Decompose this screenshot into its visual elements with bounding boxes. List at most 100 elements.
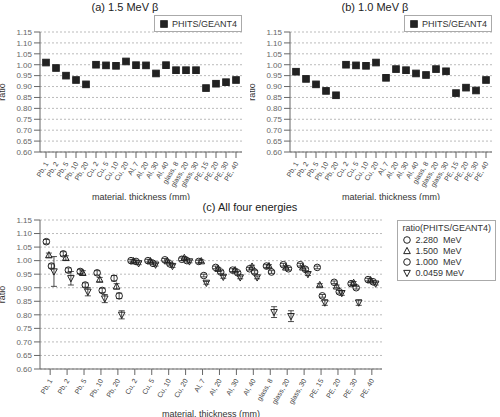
- svg-text:glass, 8: glass, 8: [161, 160, 180, 185]
- svg-text:0.70: 0.70: [16, 126, 32, 135]
- svg-text:1.00: 1.00: [16, 61, 32, 70]
- svg-text:1.10: 1.10: [266, 39, 282, 48]
- svg-text:0.60: 0.60: [266, 148, 282, 157]
- svg-text:Cu, 2: Cu, 2: [124, 377, 138, 395]
- svg-text:Pb, 2: Pb, 2: [56, 377, 70, 395]
- svg-text:1.05: 1.05: [16, 243, 32, 252]
- svg-text:PE, 30: PE, 30: [342, 377, 359, 399]
- svg-text:0.95: 0.95: [266, 71, 282, 80]
- svg-text:glass, 20: glass, 20: [169, 160, 190, 189]
- svg-text:0.60: 0.60: [16, 148, 32, 157]
- svg-text:Cu, 10: Cu, 10: [156, 377, 172, 398]
- svg-text:1.00: 1.00: [266, 61, 282, 70]
- svg-text:Cu, 5: Cu, 5: [345, 160, 360, 179]
- svg-text:Cu, 5: Cu, 5: [95, 160, 110, 179]
- svg-text:0.90: 0.90: [266, 82, 282, 91]
- svg-text:1.15: 1.15: [266, 28, 282, 37]
- svg-text:Cu, 10: Cu, 10: [353, 160, 370, 182]
- svg-text:PE, 15: PE, 15: [192, 160, 210, 183]
- svg-text:Al, 40: Al, 40: [154, 160, 170, 180]
- svg-text:PE, 30: PE, 30: [462, 160, 480, 183]
- svg-text:0.65: 0.65: [16, 351, 32, 360]
- svg-text:glass, 30: glass, 30: [179, 160, 200, 189]
- svg-text:1.15: 1.15: [16, 28, 32, 37]
- svg-text:0.85: 0.85: [16, 297, 32, 306]
- svg-text:Al, 30: Al, 30: [225, 377, 240, 396]
- svg-text:PE, 40: PE, 40: [359, 377, 376, 399]
- svg-text:Cu, 20: Cu, 20: [113, 160, 130, 182]
- svg-text:PE, 20: PE, 20: [452, 160, 470, 183]
- svg-text:Al, 20: Al, 20: [384, 160, 400, 180]
- svg-text:0.85: 0.85: [16, 93, 32, 102]
- svg-text:0.80: 0.80: [266, 104, 282, 113]
- svg-text:Pb, 10: Pb, 10: [63, 160, 80, 182]
- svg-text:Al, 7: Al, 7: [193, 377, 206, 393]
- svg-text:0.65: 0.65: [266, 137, 282, 146]
- svg-text:Al, 7: Al, 7: [126, 160, 140, 177]
- svg-text:Cu, 10: Cu, 10: [103, 160, 120, 182]
- svg-text:PE, 20: PE, 20: [202, 160, 220, 183]
- svg-text:PE, 40: PE, 40: [223, 160, 240, 182]
- svg-text:PE, 20: PE, 20: [325, 377, 342, 399]
- svg-text:0.70: 0.70: [266, 126, 282, 135]
- svg-text:Cu, 5: Cu, 5: [141, 377, 155, 395]
- svg-text:glass, 8: glass, 8: [255, 377, 274, 402]
- svg-text:Pb, 20: Pb, 20: [73, 160, 90, 182]
- svg-text:Pb, 1: Pb, 1: [39, 377, 53, 395]
- svg-text:Al, 20: Al, 20: [208, 377, 223, 396]
- svg-text:glass, 8: glass, 8: [411, 160, 430, 185]
- svg-text:ratio: ratio: [250, 83, 257, 101]
- svg-text:0.95: 0.95: [16, 71, 32, 80]
- svg-text:Pb, 1: Pb, 1: [35, 160, 50, 179]
- svg-text:PE, 15: PE, 15: [442, 160, 460, 183]
- svg-text:material, thickness (mm): material, thickness (mm): [92, 192, 190, 200]
- svg-text:0.70: 0.70: [16, 338, 32, 347]
- svg-text:1.15: 1.15: [16, 216, 32, 225]
- svg-text:Pb, 5: Pb, 5: [73, 377, 87, 395]
- svg-text:material, thickness (mm): material, thickness (mm): [162, 409, 260, 417]
- svg-text:Pb, 10: Pb, 10: [88, 377, 104, 398]
- svg-text:0.80: 0.80: [16, 311, 32, 320]
- svg-text:Al, 30: Al, 30: [394, 160, 410, 180]
- svg-text:Al, 30: Al, 30: [144, 160, 160, 180]
- svg-text:Pb, 5: Pb, 5: [55, 160, 70, 179]
- svg-text:PE, 30: PE, 30: [212, 160, 230, 183]
- svg-text:Pb, 5: Pb, 5: [305, 160, 320, 179]
- svg-text:Cu, 20: Cu, 20: [363, 160, 380, 182]
- svg-text:PE, 15: PE, 15: [308, 377, 325, 399]
- svg-text:Cu, 20: Cu, 20: [173, 377, 189, 398]
- svg-text:0.60: 0.60: [16, 365, 32, 374]
- svg-text:material, thickness (mm): material, thickness (mm): [342, 192, 440, 200]
- svg-text:0.95: 0.95: [16, 270, 32, 279]
- svg-text:Pb, 1: Pb, 1: [285, 160, 300, 179]
- svg-text:Cu, 2: Cu, 2: [335, 160, 350, 179]
- svg-text:Al, 20: Al, 20: [134, 160, 150, 180]
- svg-text:1.00: 1.00: [16, 256, 32, 265]
- svg-text:0.85: 0.85: [266, 93, 282, 102]
- svg-text:glass, 20: glass, 20: [419, 160, 440, 189]
- svg-text:glass, 30: glass, 30: [429, 160, 450, 189]
- svg-text:0.75: 0.75: [16, 324, 32, 333]
- svg-text:Cu, 2: Cu, 2: [85, 160, 100, 179]
- svg-text:0.90: 0.90: [16, 82, 32, 91]
- svg-text:0.65: 0.65: [16, 137, 32, 146]
- svg-text:PE, 40: PE, 40: [473, 160, 490, 182]
- svg-text:Al, 40: Al, 40: [242, 377, 257, 396]
- svg-text:Al, 7: Al, 7: [376, 160, 390, 177]
- svg-text:glass, 20: glass, 20: [270, 377, 291, 406]
- svg-text:Al, 40: Al, 40: [404, 160, 420, 180]
- svg-text:1.10: 1.10: [16, 229, 32, 238]
- svg-text:Pb, 20: Pb, 20: [105, 377, 121, 398]
- svg-text:Pb, 2: Pb, 2: [295, 160, 310, 179]
- svg-text:Pb, 2: Pb, 2: [45, 160, 60, 179]
- svg-text:1.05: 1.05: [16, 50, 32, 59]
- svg-text:0.75: 0.75: [266, 115, 282, 124]
- svg-text:0.90: 0.90: [16, 284, 32, 293]
- svg-text:1.10: 1.10: [16, 39, 32, 48]
- svg-text:Pb, 20: Pb, 20: [323, 160, 340, 182]
- svg-text:1.05: 1.05: [266, 50, 282, 59]
- svg-text:Pb, 10: Pb, 10: [313, 160, 330, 182]
- svg-text:glass, 30: glass, 30: [288, 377, 309, 405]
- svg-text:0.80: 0.80: [16, 104, 32, 113]
- svg-text:0.75: 0.75: [16, 115, 32, 124]
